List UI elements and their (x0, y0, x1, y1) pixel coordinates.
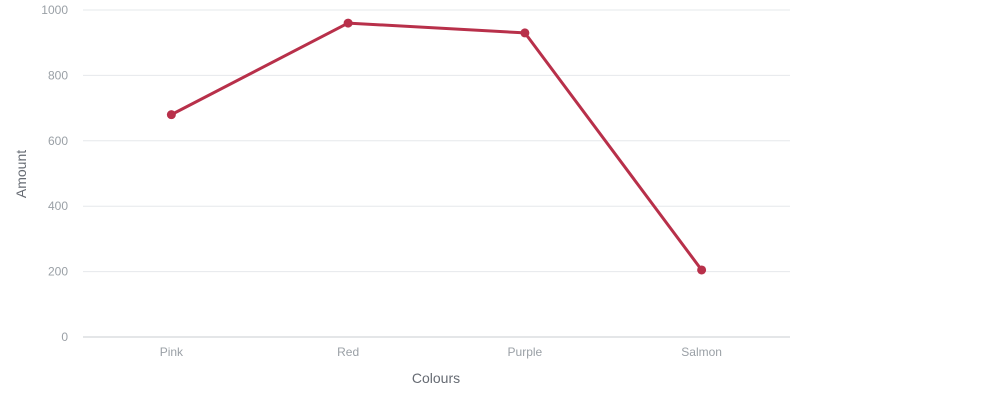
y-tick-label: 800 (48, 68, 68, 82)
x-tick-label: Salmon (681, 345, 722, 359)
series-layer (166, 18, 707, 275)
y-tick-label: 600 (48, 134, 68, 148)
x-tick-label: Pink (160, 345, 184, 359)
gridlines (83, 9, 790, 338)
data-point[interactable] (520, 28, 530, 38)
y-tick-label: 200 (48, 265, 68, 279)
y-axis-title: Amount (13, 150, 29, 198)
x-tick-label: Red (337, 345, 359, 359)
y-tick-label: 400 (48, 199, 68, 213)
y-tick-label: 1000 (41, 3, 68, 17)
data-point[interactable] (697, 265, 707, 275)
y-tick-label: 0 (61, 330, 68, 344)
data-point[interactable] (343, 18, 353, 28)
data-point[interactable] (166, 110, 176, 120)
x-axis-title: Colours (412, 370, 460, 386)
x-tick-label: Purple (508, 345, 543, 359)
x-axis-ticks: Pink Red Purple Salmon (160, 345, 722, 359)
y-axis-ticks: 0 200 400 600 800 1000 (41, 3, 68, 344)
series-line (169, 21, 704, 272)
